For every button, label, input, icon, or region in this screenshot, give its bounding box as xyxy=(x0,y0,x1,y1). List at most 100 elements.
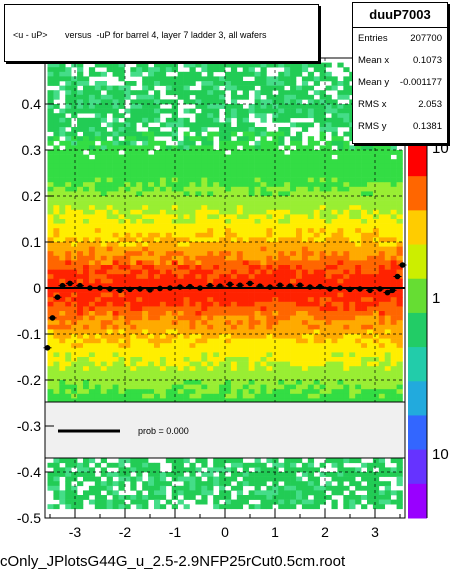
heat-cell xyxy=(124,315,131,321)
heat-cell xyxy=(372,182,380,188)
heat-cell xyxy=(142,269,149,275)
heat-cell xyxy=(349,278,356,284)
heat-cell xyxy=(154,108,161,114)
heat-cell xyxy=(230,278,238,284)
heat-cell xyxy=(130,347,137,353)
heat-cell xyxy=(118,458,125,464)
heat-cell xyxy=(272,361,279,367)
heat-cell xyxy=(248,251,255,257)
heat-cell xyxy=(94,352,102,358)
heat-cell xyxy=(390,370,397,376)
heat-cell xyxy=(396,476,403,482)
heat-cell xyxy=(71,269,78,275)
heat-cell xyxy=(225,398,232,404)
heat-cell xyxy=(230,338,238,344)
heat-cell xyxy=(378,214,386,220)
heat-cell xyxy=(301,370,309,376)
heat-cell xyxy=(88,338,96,344)
heat-cell xyxy=(207,269,214,275)
heat-cell xyxy=(278,315,285,321)
heat-cell xyxy=(77,117,84,123)
heat-cell xyxy=(219,136,226,142)
heat-cell xyxy=(83,104,90,109)
heat-cell xyxy=(53,490,60,496)
y-tick-label: 0.3 xyxy=(22,142,42,158)
heat-cell xyxy=(88,260,96,266)
heat-cell xyxy=(177,209,184,215)
heat-cell xyxy=(349,495,356,500)
heat-cell xyxy=(71,320,78,326)
heat-cell xyxy=(325,205,332,211)
heat-cell xyxy=(384,311,391,316)
heat-cell xyxy=(130,334,137,339)
heat-cell xyxy=(343,200,350,206)
heat-cell xyxy=(396,255,403,261)
heat-cell xyxy=(372,320,380,326)
heat-cell xyxy=(142,232,149,238)
heat-cell xyxy=(260,255,267,261)
heat-cell xyxy=(183,108,190,114)
heat-cell xyxy=(124,467,131,473)
heat-cell xyxy=(361,260,368,266)
heat-cell xyxy=(337,191,344,197)
heat-cell xyxy=(77,366,84,372)
heat-cell xyxy=(207,311,214,316)
heat-cell xyxy=(195,214,202,220)
heat-cell xyxy=(88,301,96,307)
heat-cell xyxy=(349,173,356,178)
heat-cell xyxy=(313,219,320,224)
heat-cell xyxy=(189,292,196,298)
heat-cell xyxy=(165,292,173,298)
heat-cell xyxy=(266,232,273,238)
heat-cell xyxy=(65,481,72,487)
heat-cell xyxy=(266,361,273,367)
heat-cell xyxy=(290,168,297,174)
heat-cell xyxy=(337,485,344,491)
heat-cell xyxy=(213,361,220,367)
heat-cell xyxy=(331,191,338,197)
heat-cell xyxy=(367,380,374,385)
heat-cell xyxy=(372,173,380,178)
heat-cell xyxy=(337,90,344,96)
heat-cell xyxy=(219,278,226,284)
heat-cell xyxy=(83,338,90,344)
heat-cell xyxy=(100,71,107,77)
heat-cell xyxy=(272,168,279,174)
heat-cell xyxy=(94,334,102,339)
heat-cell xyxy=(130,173,137,178)
heat-cell xyxy=(124,131,131,137)
heat-cell xyxy=(148,173,155,178)
heat-cell xyxy=(165,196,173,201)
heat-cell xyxy=(207,380,214,385)
heat-cell xyxy=(124,214,131,220)
heat-cell xyxy=(124,228,131,234)
heat-cell xyxy=(284,343,291,349)
heat-cell xyxy=(195,163,202,169)
heat-cell xyxy=(296,191,303,197)
heat-cell xyxy=(378,311,386,316)
heat-cell xyxy=(372,370,380,376)
heat-cell xyxy=(284,205,291,211)
heat-cell xyxy=(313,209,320,215)
heat-cell xyxy=(142,90,149,96)
heat-cell xyxy=(201,255,208,261)
heat-cell xyxy=(290,485,297,491)
heat-cell xyxy=(88,398,96,404)
heat-cell xyxy=(100,329,107,335)
heat-cell xyxy=(183,398,190,404)
heat-cell xyxy=(372,384,380,390)
heat-cell xyxy=(236,182,244,188)
heat-cell xyxy=(337,278,344,284)
heat-cell xyxy=(201,159,208,165)
heat-cell xyxy=(272,205,279,211)
heat-cell xyxy=(290,173,297,178)
heat-cell xyxy=(313,255,320,261)
heat-cell xyxy=(71,127,78,132)
heat-cell xyxy=(355,311,362,316)
heat-cell xyxy=(154,384,161,390)
heat-cell xyxy=(272,338,279,344)
heat-cell xyxy=(325,219,332,224)
heat-cell xyxy=(94,338,102,344)
heat-cell xyxy=(343,393,350,399)
heat-cell xyxy=(313,81,320,86)
